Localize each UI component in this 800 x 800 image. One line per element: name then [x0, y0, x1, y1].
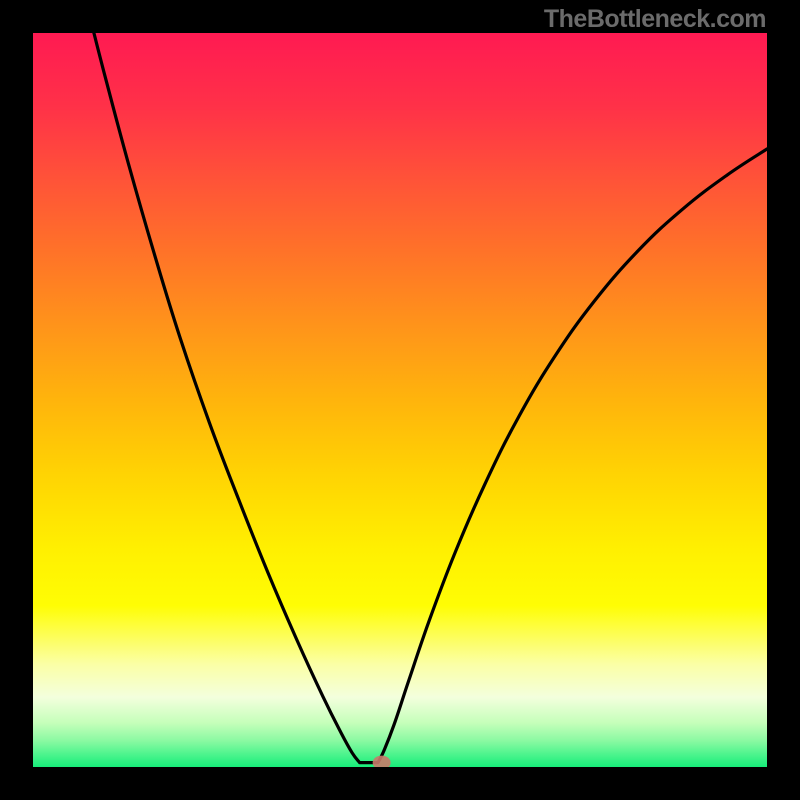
- border-left: [0, 0, 33, 800]
- border-bottom: [0, 767, 800, 800]
- chart-svg: [0, 0, 800, 800]
- watermark-text: TheBottleneck.com: [544, 5, 766, 34]
- gradient-background: [33, 33, 767, 767]
- border-right: [767, 0, 800, 800]
